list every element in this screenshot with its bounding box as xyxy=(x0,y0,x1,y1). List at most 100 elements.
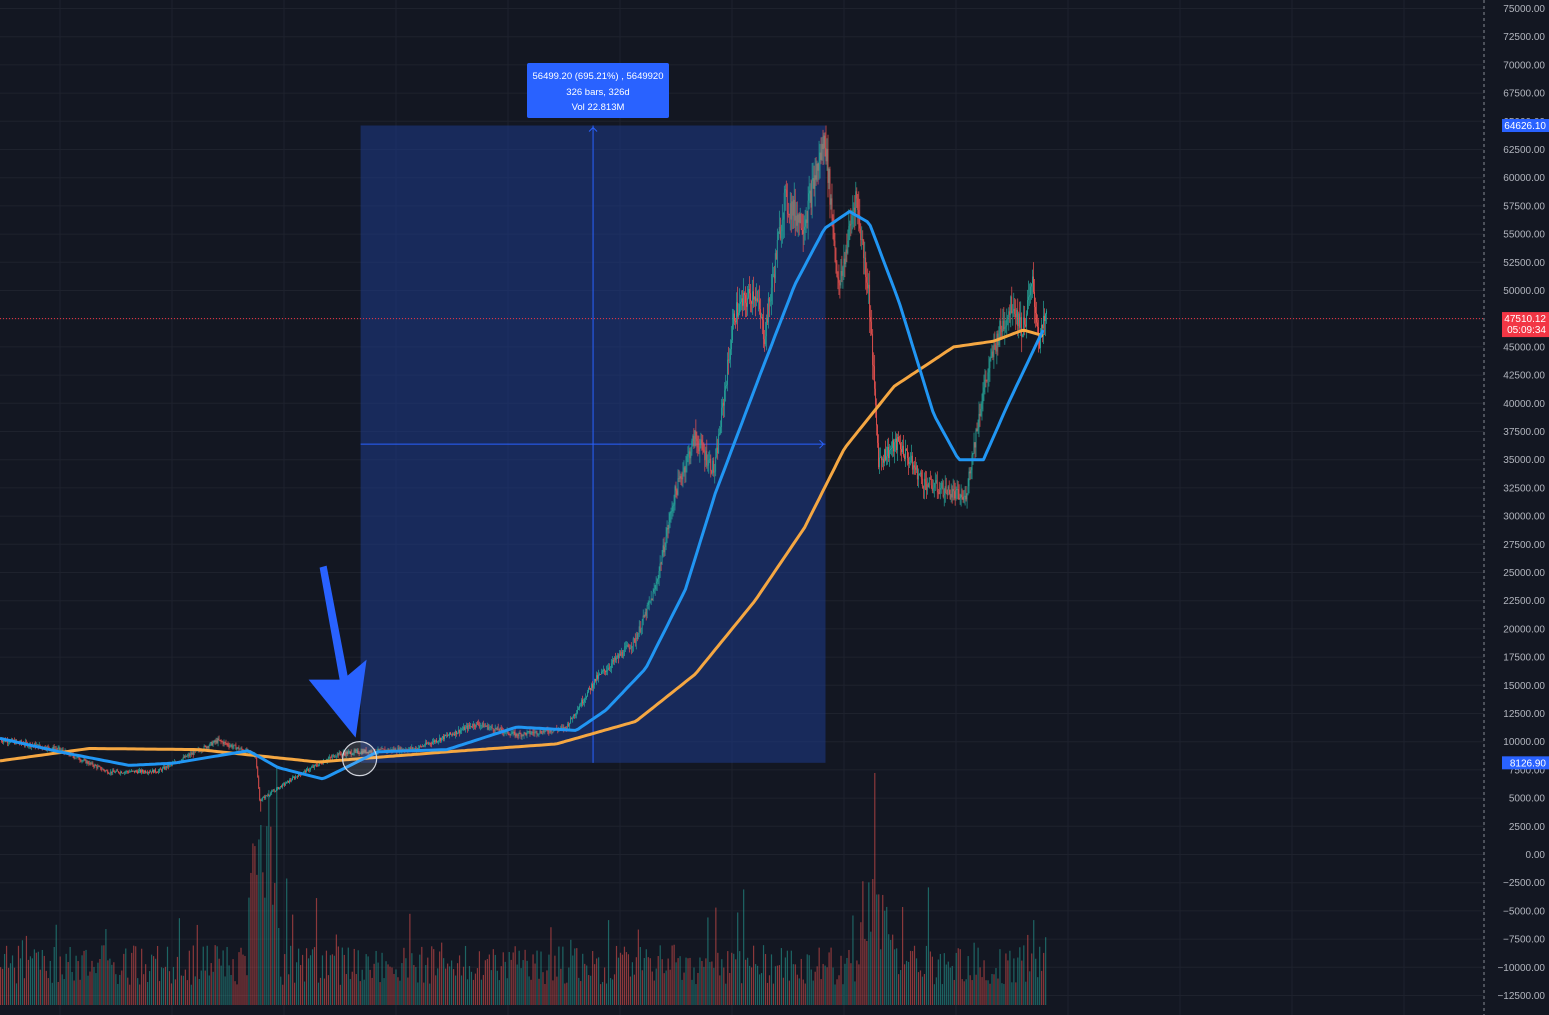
volume-bar xyxy=(383,978,385,1005)
candle-body xyxy=(899,441,900,444)
candle-body xyxy=(465,725,467,728)
volume-bar xyxy=(452,969,455,1005)
candle-body xyxy=(562,727,564,728)
volume-bar xyxy=(1039,946,1041,1005)
candle-body xyxy=(617,655,619,658)
candle-body xyxy=(645,611,647,616)
volume-bar xyxy=(1011,982,1013,1005)
volume-bar xyxy=(75,955,77,1005)
volume-bar xyxy=(462,966,465,1005)
candle-body xyxy=(965,495,967,500)
down-arrow-annotation-icon[interactable] xyxy=(308,565,367,738)
candle-body xyxy=(723,402,724,406)
volume-bar xyxy=(45,970,47,1005)
candle-body xyxy=(221,741,223,742)
candle-body xyxy=(971,455,973,471)
candle-body xyxy=(1018,313,1020,327)
volume-bar xyxy=(377,962,379,1005)
candle-body xyxy=(627,644,629,648)
candle-body xyxy=(33,743,35,746)
volume-bars xyxy=(0,767,1047,1005)
volume-bar xyxy=(393,973,395,1005)
candle-body xyxy=(1011,296,1013,313)
candle-body xyxy=(618,653,620,658)
volume-bar xyxy=(661,959,663,1005)
candle-body xyxy=(205,746,207,749)
candle-body xyxy=(593,684,594,688)
candle-body xyxy=(1042,324,1043,329)
volume-bar xyxy=(872,879,874,1005)
candle-body xyxy=(113,770,115,772)
candle-body xyxy=(163,766,165,770)
candle-body xyxy=(472,724,474,727)
candle-body xyxy=(519,732,521,734)
candle-body xyxy=(298,773,299,778)
volume-bar xyxy=(53,946,55,1005)
candle-body xyxy=(713,460,715,473)
volume-bar xyxy=(152,956,155,1005)
candle-body xyxy=(291,780,292,781)
candle-body xyxy=(896,438,897,451)
candle-body xyxy=(358,753,360,754)
candle-body xyxy=(709,458,711,461)
price-axis-tick-label: 42500.00 xyxy=(1503,371,1545,382)
volume-bar xyxy=(538,978,540,1005)
candle-body xyxy=(423,745,424,747)
candle-body xyxy=(1024,317,1025,325)
volume-bar xyxy=(369,969,371,1005)
candle-body xyxy=(318,762,320,765)
volume-bar xyxy=(536,950,538,1005)
volume-bar xyxy=(7,967,10,1005)
candle-body xyxy=(183,757,185,758)
candle-body xyxy=(988,368,990,373)
candle-body xyxy=(130,771,131,773)
volume-bar xyxy=(1013,958,1015,1005)
candle-body xyxy=(39,744,41,747)
candle-body xyxy=(703,449,705,453)
candle-body xyxy=(1002,320,1004,332)
candle-body xyxy=(643,615,645,617)
candle-body xyxy=(47,746,49,748)
volume-bar xyxy=(147,982,149,1005)
candle-body xyxy=(770,287,772,302)
candle-body xyxy=(883,458,884,463)
volume-bar xyxy=(286,878,288,1005)
volume-bar xyxy=(894,949,896,1005)
volume-bar xyxy=(993,974,995,1005)
volume-bar xyxy=(685,957,687,1005)
candle-body xyxy=(103,769,105,771)
volume-bar xyxy=(1003,983,1005,1005)
candle-body xyxy=(226,743,228,745)
candle-body xyxy=(898,436,899,442)
volume-bar xyxy=(935,977,937,1005)
volume-bar xyxy=(172,966,175,1005)
candle-body xyxy=(142,770,143,772)
candle-body xyxy=(891,447,892,449)
volume-bar xyxy=(647,957,649,1005)
candle-body xyxy=(340,753,342,755)
candle-body xyxy=(573,714,574,719)
candle-body xyxy=(535,731,537,732)
volume-bar xyxy=(156,945,159,1005)
volume-bar xyxy=(492,949,494,1005)
volume-bar xyxy=(1007,960,1009,1005)
candle-body xyxy=(508,733,510,735)
volume-bar xyxy=(858,964,860,1005)
candle-body xyxy=(924,478,926,482)
price-axis[interactable]: 75000.0072500.0070000.0067500.0065000.00… xyxy=(1497,4,1545,1002)
candle-body xyxy=(870,316,872,322)
volume-bar xyxy=(188,950,190,1005)
volume-bar xyxy=(651,971,653,1005)
candle-body xyxy=(1037,322,1038,327)
candle-body xyxy=(542,730,544,734)
volume-bar xyxy=(687,958,689,1005)
highlight-circle-marker[interactable] xyxy=(342,741,378,777)
candle-body xyxy=(837,276,839,279)
candle-body xyxy=(776,239,778,260)
volume-bar xyxy=(776,965,779,1005)
volume-bar xyxy=(395,969,397,1005)
candle-body xyxy=(952,488,954,498)
volume-bar xyxy=(99,959,101,1005)
candle-body xyxy=(1003,320,1005,330)
